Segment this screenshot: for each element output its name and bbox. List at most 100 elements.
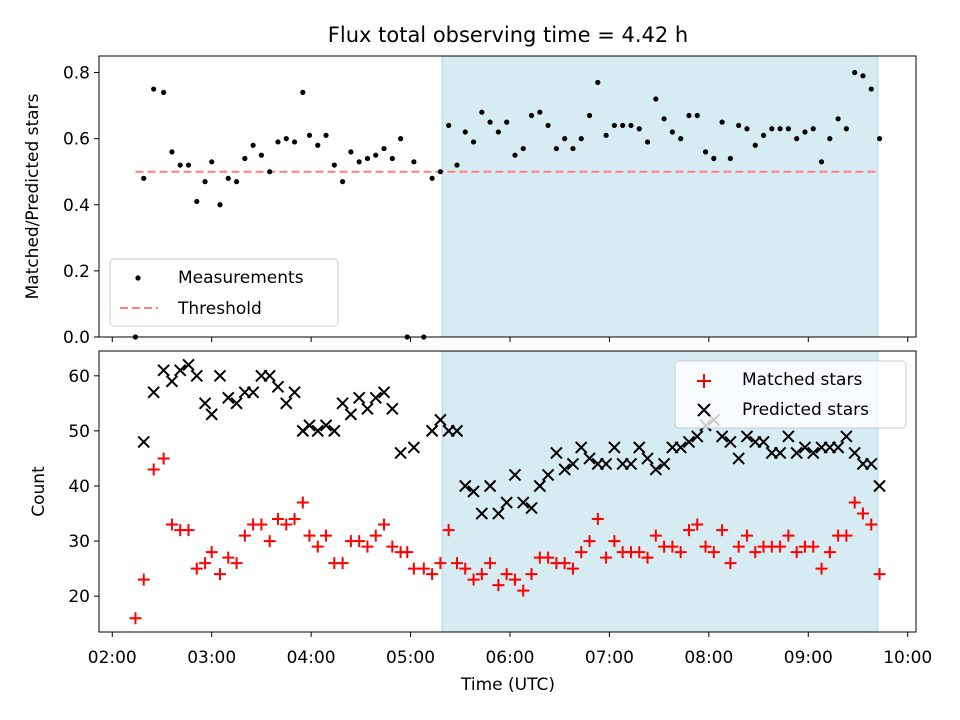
measurement-point [454,162,460,168]
predicted-star-point [840,430,853,443]
measurement-point [437,169,443,175]
measurement-point [209,159,215,165]
measurement-point [752,142,758,148]
matched-star-point [633,546,646,559]
measurement-point [202,179,208,185]
measurement-point [711,155,717,162]
matched-star-point [475,568,488,581]
x-tick-label: 03:00 [187,648,236,668]
predicted-star-point [525,501,538,515]
matched-star-point [575,546,588,559]
matched-star-point [774,540,787,553]
matched-star-point [608,535,621,548]
predicted-star-point [583,452,596,465]
predicted-star-point [633,441,646,454]
matched-star-point [682,524,695,537]
measurement-point [340,179,346,185]
measurement-point [777,126,783,132]
matched-star-point [137,573,150,586]
predicted-star-point [198,397,212,410]
measurement-point [389,155,395,162]
predicted-star-point [157,364,170,377]
matched-star-point [558,557,571,570]
figure-title: Flux total observing time = 4.42 h [328,23,688,47]
matched-star-point [157,452,170,465]
measurement-point [194,198,200,205]
predicted-star-point [213,369,227,383]
bottom-y-tick-label: 50 [68,422,90,442]
measurement-point [141,175,147,181]
measurement-point [470,139,477,145]
predicted-star-point [336,397,349,410]
measurement-point [504,119,510,125]
matched-star-point [280,518,293,531]
measurement-point [185,162,192,168]
predicted-star-point [865,457,878,471]
measurement-point [595,79,601,86]
predicted-star-point [848,446,861,460]
bottom-axes-frame [98,350,917,633]
measurement-point [537,109,543,115]
predicted-star-point [782,430,795,443]
matched-star-point [666,540,679,553]
predicted-star-point [682,435,696,449]
bottom-y-tick-label: 60 [68,367,90,387]
top-y-tick-label: 0.6 [63,130,90,150]
measurement-point [636,126,642,132]
predicted-star-point [624,457,638,471]
matched-star-point [508,573,521,586]
top-y-axis-label: Matched/Predicted stars [23,93,43,299]
measurement-point [373,152,379,158]
predicted-star-point [533,479,547,493]
measurement-point [169,149,175,155]
x-tick-label: 02:00 [88,648,137,668]
measurement-point [860,73,866,79]
matched-star-point [205,546,218,559]
predicted-star-point [147,386,160,399]
predicted-star-point [492,507,505,520]
measurement-point [620,122,626,129]
matched-star-point [213,568,226,581]
matched-star-point [707,546,720,559]
measurement-point [462,129,468,135]
predicted-star-point [517,496,530,509]
measurement-point [315,142,321,148]
measurement-point [603,132,609,138]
bottom-x-ticks: 02:00 03:00 04:00 05:00 06:00 07:00 08:00 09:00… [88,632,932,668]
predicted-star-point [263,369,276,383]
matched-star-point [517,584,530,597]
measurement-point [852,69,858,76]
predicted-star-point [873,479,886,493]
predicted-star-point [190,369,203,383]
x-axis-label: Time (UTC) [460,675,555,695]
bottom-y-tick-label: 40 [68,477,90,497]
measurement-point [810,126,816,132]
measurement-point [446,122,452,129]
predicted-star-point [182,358,195,371]
measurement-point [785,126,791,132]
predicted-star-point [311,424,324,438]
measurement-point [818,159,825,165]
predicted-star-point [831,441,845,454]
predicted-star-point [566,457,580,471]
top-y-tick-label: 0.0 [63,328,90,348]
predicted-star-point [740,430,754,443]
bottom-panel-counts: 20 30 40 50 60 02:00 03:00 04:00 05:00 06:00 07:0… [29,350,932,695]
matched-star-point [386,540,399,553]
predicted-star-point [288,386,301,399]
matched-star-point [434,557,447,570]
matched-star-point [749,546,762,559]
measurement-point [794,136,800,142]
measurement-point [727,155,733,162]
matched-star-point [369,529,382,542]
predicted-star-point [475,507,489,520]
measurement-point [356,159,362,165]
matched-star-point [583,535,596,548]
top-panel-ratio: 0.00.20.40.60.8 Matched/Predicted stars … [23,55,917,348]
measurement-point [702,149,709,155]
bottom-data-marks [129,358,886,625]
matched-star-point [303,529,316,542]
predicted-star-point [715,430,729,443]
bottom-legend-box [674,360,907,429]
matched-star-point [484,557,497,570]
